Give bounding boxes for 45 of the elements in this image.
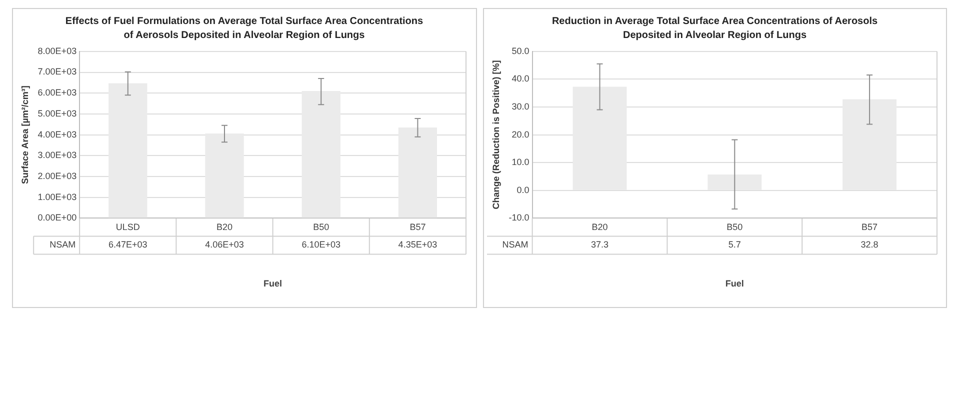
y-tick-label: 0.0: [516, 184, 530, 195]
x-tick-label: B20: [592, 222, 608, 232]
text: NSAM: [50, 240, 76, 250]
data-label: 6.47E+03: [108, 240, 148, 250]
x-tick-label: B50: [726, 222, 742, 232]
data-label: 32.8: [860, 240, 878, 250]
x-tick-label: B50: [313, 222, 330, 232]
text: NSAM: [502, 240, 528, 250]
y-tick-label: 7.00E+03: [38, 66, 77, 77]
y-tick-label: 2.00E+03: [38, 170, 77, 181]
bar: [205, 134, 244, 218]
bar: [707, 174, 762, 190]
y-tick-label: 10.0: [512, 157, 530, 168]
y-tick-label: 5.00E+03: [38, 108, 77, 118]
data-label: 4.35E+03: [398, 240, 438, 250]
x-axis-title: Fuel: [725, 278, 744, 289]
bar: [302, 91, 341, 218]
y-tick-label: 50.0: [512, 46, 530, 56]
bar: [398, 128, 438, 218]
y-tick-label: 8.00E+03: [38, 46, 77, 56]
x-tick-label: B57: [861, 222, 878, 232]
y-tick-label: 30.0: [512, 101, 530, 112]
x-tick-label: B20: [216, 222, 233, 232]
y-tick-label: 1.00E+03: [38, 192, 77, 202]
chart-title: Effects of Fuel Formulations on Average Total Surface Area Concentrations of Aerosols Deposited in Alveolar Region of Lungs: [64, 15, 424, 43]
data-label: 6.10E+03: [302, 240, 341, 250]
y-tick-label: 20.0: [512, 129, 530, 140]
data-label: 4.06E+03: [205, 240, 244, 250]
x-tick-label: B57: [410, 222, 426, 232]
bar: [842, 99, 896, 190]
y-tick-label: 4.00E+03: [38, 129, 77, 140]
y-axis-title: Surface Area [µm²/cm³]: [20, 86, 30, 184]
data-label: 5.7: [728, 240, 741, 250]
bar: [108, 83, 148, 218]
x-tick-label: ULSD: [116, 222, 141, 232]
bar: [572, 86, 626, 190]
y-tick-label: 40.0: [512, 74, 530, 84]
y-axis-title: Change (Reduction is Positive) [%]: [490, 60, 501, 210]
y-tick-label: 0.00E+00: [38, 212, 77, 223]
data-label: 37.3: [590, 240, 608, 250]
x-axis-title: Fuel: [264, 278, 282, 289]
y-tick-label: -10.0: [508, 212, 530, 223]
y-tick-label: 6.00E+03: [38, 88, 77, 98]
chart-title: Reduction in Average Total Surface Area Concentrations of Aerosols Deposited in Alveolar Region of Lungs: [550, 15, 879, 43]
y-tick-label: 3.00E+03: [38, 150, 77, 160]
